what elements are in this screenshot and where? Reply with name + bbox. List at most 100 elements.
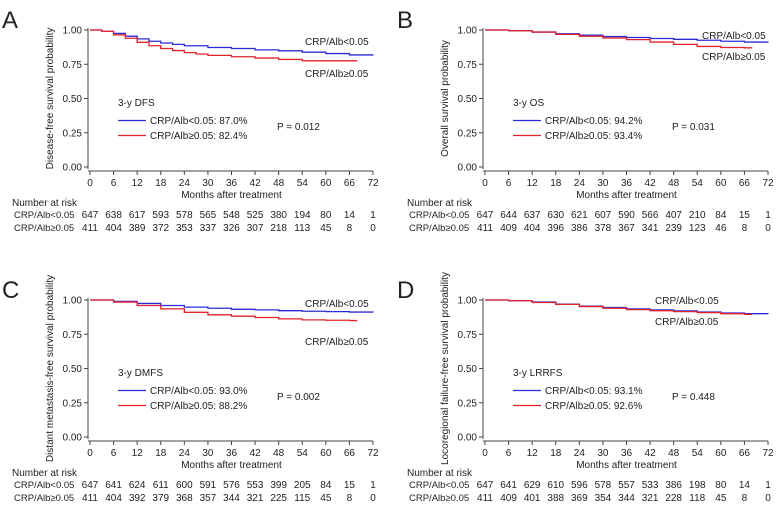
curve-label: CRP/Alb<0.05 bbox=[305, 299, 369, 310]
x-tick-label: 24 bbox=[179, 448, 191, 459]
y-tick-label: 0.50 bbox=[458, 364, 478, 375]
x-tick-label: 12 bbox=[132, 178, 144, 189]
risk-count: 372 bbox=[152, 223, 169, 234]
risk-count: 578 bbox=[595, 480, 612, 491]
x-axis-label: Months after treatment bbox=[576, 190, 677, 201]
x-tick-label: 66 bbox=[739, 178, 751, 189]
p-value: P = 0.448 bbox=[672, 392, 715, 403]
risk-count: 205 bbox=[294, 480, 311, 491]
curve-label: CRP/Alb≥0.05 bbox=[702, 52, 766, 63]
risk-table-title: Number at risk bbox=[12, 198, 78, 209]
risk-count: 409 bbox=[500, 493, 517, 504]
x-tick-label: 66 bbox=[344, 448, 356, 459]
x-tick-label: 54 bbox=[297, 448, 309, 459]
risk-count: 566 bbox=[642, 210, 659, 221]
risk-count: 647 bbox=[477, 480, 494, 491]
x-tick-label: 18 bbox=[155, 448, 167, 459]
risk-count: 321 bbox=[642, 493, 659, 504]
risk-count: 228 bbox=[665, 493, 682, 504]
risk-count: 647 bbox=[82, 210, 99, 221]
risk-count: 396 bbox=[547, 223, 564, 234]
x-tick-label: 60 bbox=[715, 178, 727, 189]
x-tick-label: 42 bbox=[645, 178, 657, 189]
x-tick-label: 18 bbox=[550, 178, 562, 189]
x-tick-label: 42 bbox=[645, 448, 657, 459]
legend-label: CRP/Alb<0.05: 93.0% bbox=[150, 386, 248, 397]
risk-count: 407 bbox=[665, 210, 682, 221]
risk-count: 629 bbox=[524, 480, 541, 491]
y-axis-label: Disease-free survival probability bbox=[45, 28, 56, 170]
risk-count: 8 bbox=[742, 223, 748, 234]
y-tick-label: 0.00 bbox=[63, 163, 83, 174]
km-curve-high bbox=[485, 299, 753, 316]
x-tick-label: 60 bbox=[320, 448, 332, 459]
x-tick-label: 24 bbox=[179, 178, 191, 189]
risk-count: 210 bbox=[689, 210, 706, 221]
risk-count: 593 bbox=[152, 210, 169, 221]
risk-row-label: CRP/Alb<0.05 bbox=[409, 210, 469, 221]
y-tick-label: 0.00 bbox=[458, 433, 478, 444]
risk-count: 113 bbox=[294, 223, 310, 234]
risk-count: 239 bbox=[665, 223, 682, 234]
x-tick-label: 0 bbox=[87, 178, 93, 189]
x-tick-label: 6 bbox=[111, 178, 117, 189]
x-tick-label: 66 bbox=[739, 448, 751, 459]
risk-count: 321 bbox=[247, 493, 264, 504]
y-tick-label: 0.00 bbox=[63, 433, 83, 444]
risk-count: 225 bbox=[270, 493, 287, 504]
y-tick-label: 0.00 bbox=[458, 163, 478, 174]
risk-count: 641 bbox=[105, 480, 122, 491]
risk-count: 590 bbox=[618, 210, 635, 221]
risk-count: 411 bbox=[477, 223, 493, 234]
curve-label: CRP/Alb<0.05 bbox=[702, 31, 766, 42]
risk-count: 404 bbox=[524, 223, 541, 234]
risk-count: 404 bbox=[105, 493, 122, 504]
risk-count: 15 bbox=[344, 480, 356, 491]
y-tick-label: 0.50 bbox=[63, 364, 83, 375]
x-tick-label: 60 bbox=[320, 178, 332, 189]
risk-count: 337 bbox=[200, 223, 217, 234]
panel-letter: D bbox=[397, 277, 414, 304]
legend-label: CRP/Alb<0.05: 94.2% bbox=[545, 116, 643, 127]
risk-count: 411 bbox=[82, 493, 98, 504]
risk-count: 611 bbox=[153, 480, 169, 491]
risk-count: 14 bbox=[344, 210, 356, 221]
x-tick-label: 72 bbox=[762, 178, 774, 189]
risk-row-label: CRP/Alb≥0.05 bbox=[409, 223, 469, 234]
risk-count: 353 bbox=[176, 223, 193, 234]
risk-count: 326 bbox=[223, 223, 240, 234]
risk-count: 399 bbox=[270, 480, 287, 491]
risk-count: 1 bbox=[765, 480, 771, 491]
risk-count: 548 bbox=[223, 210, 240, 221]
risk-count: 624 bbox=[129, 480, 146, 491]
risk-count: 388 bbox=[547, 493, 564, 504]
risk-count: 647 bbox=[477, 210, 494, 221]
risk-count: 576 bbox=[223, 480, 240, 491]
risk-count: 637 bbox=[524, 210, 541, 221]
legend-label: CRP/Alb≥0.05: 92.6% bbox=[545, 401, 642, 412]
x-tick-label: 72 bbox=[762, 448, 774, 459]
km-panel-b: B Overall survival probability 0.00 0.25 0.5… bbox=[397, 7, 774, 234]
panel-letter: A bbox=[2, 7, 18, 34]
risk-count: 45 bbox=[320, 223, 332, 234]
km-panel-a: A Disease-free survival probability 0.00 0.… bbox=[2, 7, 379, 234]
risk-row-label: CRP/Alb<0.05 bbox=[14, 210, 74, 221]
y-axis-label: Locoregional failure-free survival proba… bbox=[440, 272, 451, 465]
y-tick-label: 1.00 bbox=[458, 296, 478, 307]
x-tick-label: 0 bbox=[482, 178, 488, 189]
legend-label: CRP/Alb<0.05: 93.1% bbox=[545, 386, 643, 397]
x-axis-label: Months after treatment bbox=[576, 460, 677, 471]
risk-count: 392 bbox=[129, 493, 146, 504]
y-tick-label: 0.25 bbox=[63, 128, 83, 139]
curve-label: CRP/Alb≥0.05 bbox=[305, 69, 369, 80]
x-tick-label: 12 bbox=[527, 448, 539, 459]
panel-letter: C bbox=[2, 277, 19, 304]
x-tick-label: 24 bbox=[574, 178, 586, 189]
legend-label: CRP/Alb≥0.05: 88.2% bbox=[150, 401, 247, 412]
risk-count: 557 bbox=[618, 480, 635, 491]
risk-count: 0 bbox=[370, 493, 376, 504]
risk-count: 411 bbox=[477, 493, 493, 504]
risk-row-label: CRP/Alb<0.05 bbox=[409, 480, 469, 491]
legend-label: CRP/Alb≥0.05: 93.4% bbox=[545, 131, 642, 142]
risk-count: 84 bbox=[715, 210, 727, 221]
